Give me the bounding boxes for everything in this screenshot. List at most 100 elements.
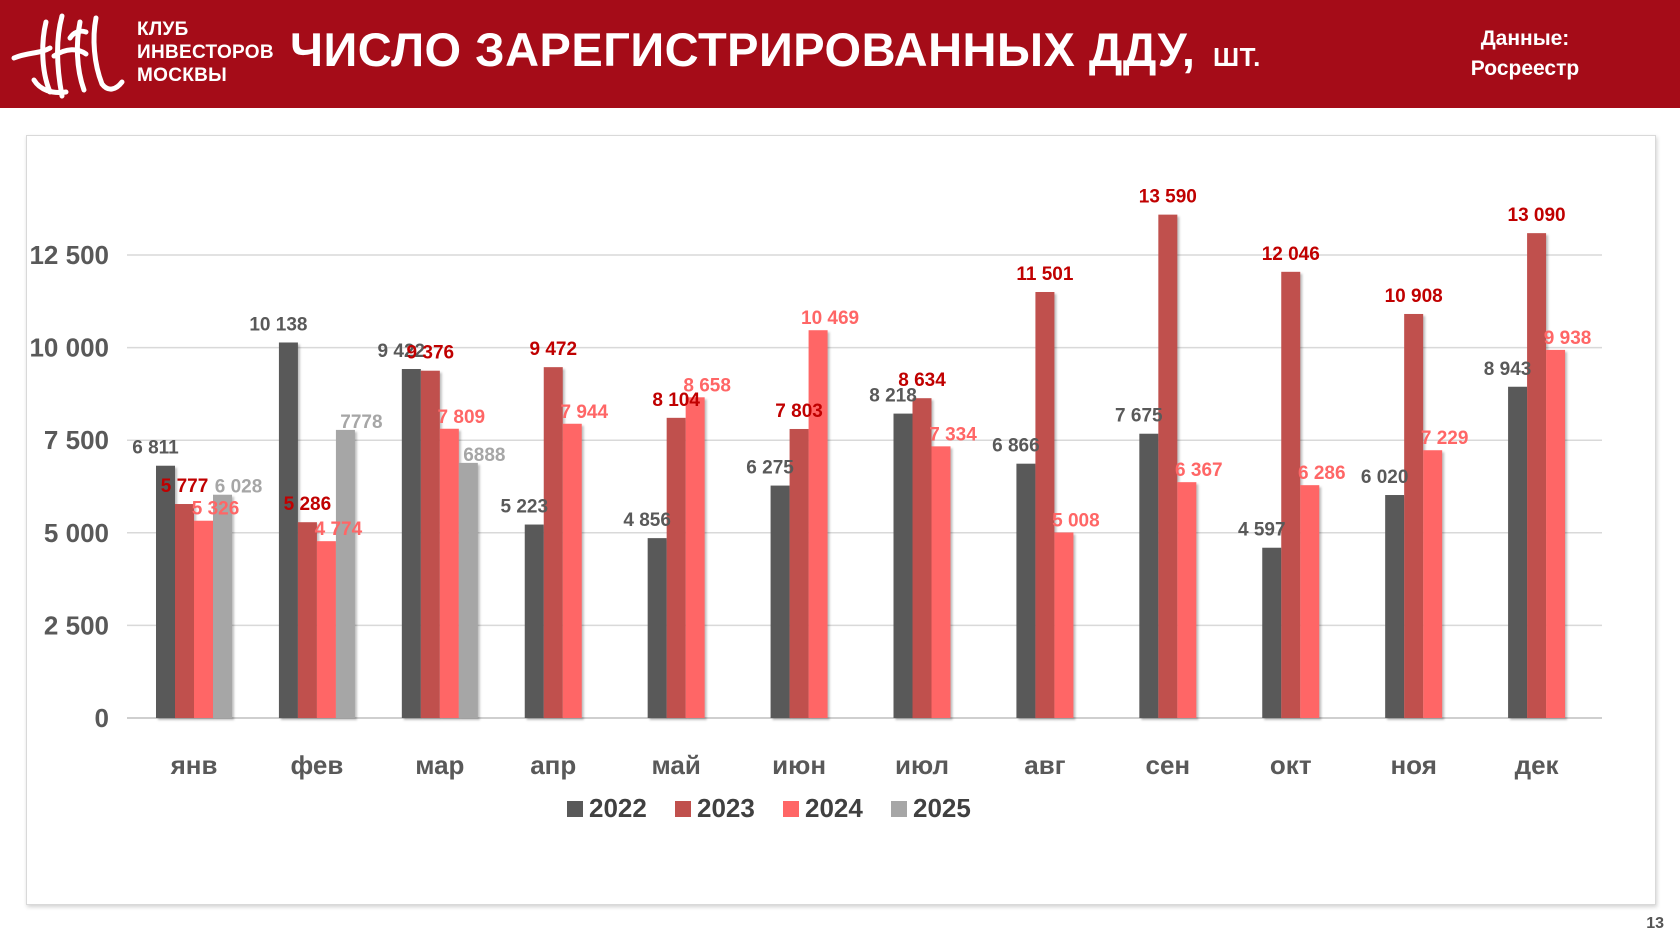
source-label: Данные: [1480, 27, 1570, 50]
bar-2022-июл [893, 413, 913, 718]
y-tick-label: 7 500 [44, 425, 109, 455]
legend-label-2023: 2023 [697, 793, 755, 823]
data-label: 6 020 [1361, 467, 1409, 488]
bar-2023-апр [543, 367, 563, 718]
bar-2022-авг [1016, 463, 1036, 718]
data-label: 9 376 [407, 343, 455, 364]
data-label: 4 774 [315, 519, 363, 540]
bar-2023-дек [1527, 233, 1547, 718]
bar-2024-ноя [1423, 450, 1443, 718]
y-tick-label: 2 500 [44, 610, 109, 640]
x-tick-label: авг [1024, 750, 1065, 780]
bar-2025-янв [213, 494, 232, 718]
data-label: 5 326 [192, 499, 240, 520]
y-tick-label: 0 [95, 703, 109, 733]
bar-2023-авг [1035, 292, 1055, 718]
bar-2025-мар [458, 462, 478, 718]
data-label: 6 866 [992, 436, 1040, 457]
bar-2024-дек [1546, 349, 1566, 718]
bar-2023-май [666, 417, 686, 718]
bar-2022-фев [278, 342, 298, 718]
title-text: ЧИСЛО ЗАРЕГИСТРИРОВАННЫХ ДДУ, [290, 23, 1196, 76]
data-label: 13 590 [1139, 187, 1197, 208]
data-label: 10 138 [249, 314, 307, 335]
logo-text: КЛУБ ИНВЕСТОРОВ МОСКВЫ [137, 19, 274, 86]
bar-2023-ноя [1404, 313, 1424, 718]
data-label: 5 777 [161, 476, 209, 497]
bar-2023-мар [420, 370, 440, 718]
bar-2022-янв [156, 465, 175, 718]
bar-2023-окт [1281, 271, 1301, 718]
data-label: 7 803 [775, 401, 823, 422]
legend-swatch-2024 [783, 801, 799, 817]
bar-2022-окт [1262, 547, 1282, 718]
legend-swatch-2025 [891, 801, 907, 817]
data-label: 6 286 [1298, 463, 1346, 484]
legend-swatch-2023 [675, 801, 691, 817]
y-tick-label: 10 000 [29, 333, 109, 363]
bar-2024-июн [808, 330, 828, 718]
bar-2024-авг [1054, 532, 1074, 718]
source-block: Данные: Росреестр [1445, 24, 1605, 84]
bar-2023-фев [297, 522, 317, 718]
club-logo-icon [11, 13, 125, 99]
data-label: 6 367 [1175, 460, 1223, 481]
bar-2022-мар [401, 369, 421, 718]
bar-2022-апр [524, 524, 544, 718]
page-title: ЧИСЛО ЗАРЕГИСТРИРОВАННЫХ ДДУ, ШТ. [290, 22, 1261, 77]
y-tick-label: 12 500 [29, 240, 109, 270]
data-label: 6 811 [132, 438, 179, 459]
x-tick-label: ноя [1390, 750, 1436, 780]
data-label: 10 469 [801, 308, 859, 329]
bar-2024-мар [439, 428, 459, 718]
data-label: 4 597 [1238, 520, 1286, 541]
x-tick-label: май [651, 750, 700, 780]
data-label: 8 634 [898, 370, 946, 391]
data-label: 7 809 [438, 407, 486, 428]
bar-2022-июн [770, 485, 790, 718]
data-label: 7 675 [1115, 406, 1163, 427]
data-label: 8 658 [683, 375, 731, 396]
x-tick-label: сен [1146, 750, 1191, 780]
bar-chart: 0 2 500 5 000 7 500 10 000 12 500 янв фев мар апр… [29, 187, 1602, 823]
x-tick-label: фев [290, 750, 343, 780]
legend-swatch-2022 [567, 801, 583, 817]
bar-2023-сен [1158, 214, 1178, 718]
bar-2022-май [647, 538, 667, 718]
legend-label-2022: 2022 [589, 793, 647, 823]
data-label: 5 223 [500, 497, 548, 518]
title-unit: ШТ. [1213, 42, 1261, 72]
data-label: 6 275 [746, 458, 794, 479]
x-tick-label: июл [895, 750, 949, 780]
data-label: 12 046 [1262, 244, 1320, 265]
source-name: Росреестр [1470, 57, 1580, 80]
data-label: 7778 [340, 412, 382, 433]
data-label: 5 286 [284, 494, 332, 515]
data-label: 7 944 [560, 402, 608, 423]
data-label: 5 008 [1052, 511, 1100, 532]
y-tick-label: 5 000 [44, 518, 109, 548]
bar-2024-фев [316, 541, 336, 718]
data-label: 8 943 [1484, 359, 1532, 380]
data-label: 13 090 [1508, 205, 1566, 226]
data-label: 9 422 [378, 341, 426, 362]
header-bar: КЛУБ ИНВЕСТОРОВ МОСКВЫ ЧИСЛО ЗАРЕГИСТРИР… [0, 0, 1680, 108]
data-label: 10 908 [1385, 286, 1443, 307]
data-label: 7 229 [1421, 428, 1469, 449]
x-tick-label: мар [415, 750, 464, 780]
data-label: 9 472 [529, 339, 577, 360]
bar-2022-сен [1139, 433, 1159, 718]
bar-2024-окт [1300, 485, 1320, 718]
data-label: 8 104 [652, 390, 700, 411]
bar-2024-янв [194, 520, 213, 718]
data-label: 9 938 [1544, 328, 1592, 349]
x-tick-label: янв [170, 750, 218, 780]
data-label: 11 501 [1016, 264, 1073, 285]
data-label: 6888 [463, 445, 505, 466]
bar-2023-июл [912, 398, 932, 718]
x-tick-label: апр [530, 750, 576, 780]
x-tick-label: июн [772, 750, 826, 780]
data-label: 4 856 [623, 510, 671, 531]
data-label: 8 218 [869, 386, 917, 407]
legend-label-2025: 2025 [913, 793, 971, 823]
